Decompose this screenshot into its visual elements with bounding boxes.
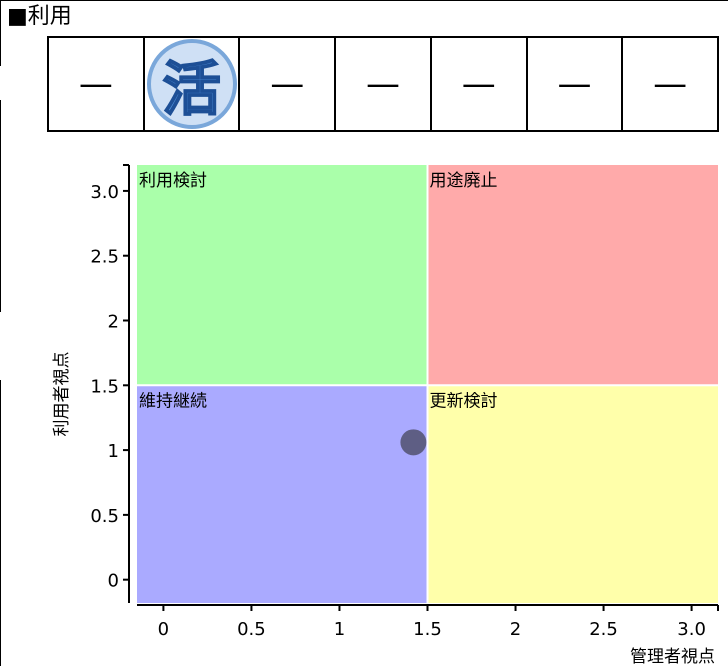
- y-tick-label-0: 0: [108, 571, 119, 592]
- x-axis-label: 管理者視点: [630, 647, 715, 666]
- x-tick-label-3: 1.5: [413, 619, 442, 640]
- status-cell-active: 活: [145, 38, 241, 130]
- quadrant-3: [137, 385, 428, 603]
- y-tick-label-2: 1: [108, 441, 119, 462]
- quadrant-4: [427, 385, 718, 603]
- status-cell-1: —: [49, 38, 145, 130]
- y-axis-label: 利用者視点: [52, 352, 72, 437]
- katsu-badge-icon: 活: [146, 38, 238, 130]
- status-cells: — 活 — — — — —: [47, 36, 719, 132]
- top-rule: [0, 0, 728, 1]
- y-tick-label-4: 2: [108, 312, 119, 333]
- quadrant-label-1: 利用検討: [139, 171, 207, 191]
- y-tick-label-6: 3.0: [90, 182, 119, 203]
- status-cell-7: —: [653, 64, 688, 104]
- section-heading: ■利用: [7, 4, 72, 29]
- status-cell-5: —: [432, 38, 528, 130]
- x-tick-label-6: 3.0: [677, 619, 706, 640]
- x-tick-label-4: 2: [510, 619, 521, 640]
- status-cell-4: —: [336, 38, 432, 130]
- y-tick-label-1: 0.5: [90, 506, 119, 527]
- y-tick-label-5: 2.5: [90, 247, 119, 268]
- x-tick-label-1: 0.5: [237, 619, 266, 640]
- data-point-1: [400, 429, 427, 456]
- quadrant-label-4: 更新検討: [430, 391, 498, 411]
- quadrant-2: [427, 165, 718, 386]
- y-tick-label-3: 1.5: [90, 376, 119, 397]
- x-tick-label-0: 0: [158, 619, 169, 640]
- badge-label: 活: [162, 54, 222, 124]
- left-rule: [0, 0, 1, 666]
- status-cell-3: —: [240, 38, 337, 130]
- quadrant-label-3: 維持継続: [139, 391, 207, 411]
- status-cell-6: —: [528, 38, 624, 130]
- quadrant-1: [137, 165, 428, 386]
- quadrant-label-2: 用途廃止: [430, 171, 498, 191]
- x-tick-label-2: 1: [334, 619, 345, 640]
- x-tick-label-5: 2.5: [589, 619, 618, 640]
